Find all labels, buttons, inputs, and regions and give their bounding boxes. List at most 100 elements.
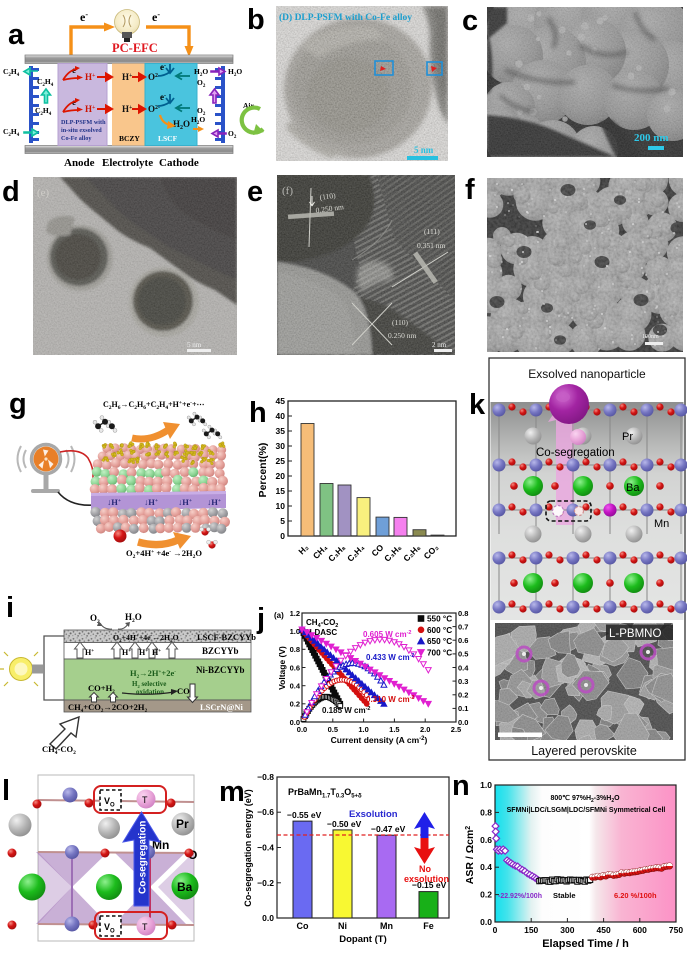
svg-text:c: c — [462, 5, 478, 37]
svg-text:650 °C: 650 °C — [427, 637, 452, 646]
svg-text:−0.6: −0.6 — [257, 807, 274, 817]
svg-text:Percent(%): Percent(%) — [257, 443, 269, 498]
svg-text:2.5: 2.5 — [451, 725, 461, 734]
svg-text:1.2: 1.2 — [290, 609, 300, 618]
svg-text:0.6: 0.6 — [290, 663, 300, 672]
svg-text:−0.2: −0.2 — [257, 878, 274, 888]
svg-text:450: 450 — [597, 925, 611, 935]
svg-text:(e): (e) — [37, 187, 50, 199]
svg-text:600: 600 — [633, 925, 647, 935]
svg-text:Fe: Fe — [423, 921, 434, 931]
svg-text:0.5: 0.5 — [458, 650, 468, 659]
svg-text:Anode: Anode — [64, 157, 95, 169]
svg-text:40: 40 — [276, 411, 286, 421]
svg-text:0.250 nm: 0.250 nm — [388, 331, 417, 340]
svg-text:1.0: 1.0 — [358, 725, 368, 734]
svg-text:20: 20 — [276, 471, 286, 481]
svg-text:(D) DLP-PSFM with Co-Fe alloy: (D) DLP-PSFM with Co-Fe alloy — [279, 12, 412, 23]
svg-text:200 nm: 200 nm — [634, 132, 669, 144]
svg-text:ASR / Ωcm2: ASR / Ωcm2 — [464, 826, 476, 885]
svg-text:−0.4: −0.4 — [257, 843, 274, 853]
svg-text:0.4: 0.4 — [458, 663, 469, 672]
svg-text:Ba: Ba — [177, 880, 193, 894]
svg-text:0.351 nm: 0.351 nm — [417, 241, 446, 250]
svg-text:0.8: 0.8 — [480, 807, 492, 817]
svg-text:35: 35 — [276, 426, 286, 436]
svg-text:−0.55 eV: −0.55 eV — [287, 810, 322, 820]
svg-text:L-PBMNO: L-PBMNO — [609, 628, 661, 640]
svg-text:10: 10 — [276, 501, 286, 511]
svg-text:0.3: 0.3 — [458, 677, 468, 686]
svg-text:700 °C: 700 °C — [427, 648, 452, 657]
svg-text:Electrolyte: Electrolyte — [102, 157, 153, 169]
svg-text:(a): (a) — [274, 611, 284, 620]
svg-text:T: T — [142, 922, 148, 932]
svg-text:Elapsed Time / h: Elapsed Time / h — [542, 938, 629, 950]
svg-text:Exsolved nanoparticle: Exsolved nanoparticle — [528, 367, 646, 381]
svg-text:LSCF: LSCF — [158, 134, 178, 143]
svg-text:k: k — [469, 389, 486, 421]
svg-text:BCZY: BCZY — [119, 134, 140, 143]
svg-text:e: e — [247, 176, 263, 208]
svg-text:d: d — [2, 176, 20, 208]
svg-text:0.1: 0.1 — [458, 704, 468, 713]
svg-text:Voltage (V): Voltage (V) — [277, 646, 287, 690]
svg-text:5 nm: 5 nm — [187, 341, 202, 349]
svg-text:150: 150 — [524, 925, 538, 935]
svg-text:i: i — [6, 592, 14, 624]
svg-text:0.605 W cm-2: 0.605 W cm-2 — [363, 630, 411, 639]
svg-text:0.7: 0.7 — [458, 622, 468, 631]
svg-text:Co-Fe alloy: Co-Fe alloy — [61, 135, 92, 142]
svg-text:0.0: 0.0 — [480, 917, 492, 927]
svg-text:Co: Co — [297, 921, 309, 931]
svg-text:BZCYYb: BZCYYb — [202, 646, 239, 656]
svg-text:0.4: 0.4 — [290, 682, 301, 691]
svg-text:6.20 %/100h: 6.20 %/100h — [614, 891, 657, 900]
svg-text:1.0: 1.0 — [480, 780, 492, 790]
svg-text:b: b — [247, 4, 265, 36]
svg-text:Pr: Pr — [622, 431, 633, 443]
svg-text:Mn: Mn — [380, 921, 393, 931]
svg-text:(110): (110) — [392, 318, 408, 327]
svg-text:0.310 W cm-2: 0.310 W cm-2 — [366, 695, 414, 704]
svg-text:600 °C: 600 °C — [427, 626, 452, 635]
svg-text:0: 0 — [280, 531, 285, 541]
svg-text:exsolution: exsolution — [404, 874, 449, 884]
svg-text:Ba: Ba — [626, 482, 640, 494]
svg-text:Pr: Pr — [176, 817, 189, 831]
svg-text:0.2: 0.2 — [290, 700, 300, 709]
svg-text:CO: CO — [177, 686, 190, 696]
svg-text:h: h — [249, 397, 267, 429]
svg-text:(f): (f) — [282, 185, 293, 197]
svg-text:0.8: 0.8 — [290, 645, 300, 654]
svg-text:Co-segregation: Co-segregation — [536, 447, 615, 459]
svg-text:0.8: 0.8 — [458, 609, 468, 618]
svg-text:No: No — [419, 864, 431, 874]
svg-text:5: 5 — [280, 516, 285, 526]
svg-text:300: 300 — [560, 925, 574, 935]
svg-text:g: g — [9, 388, 27, 420]
svg-text:0.6: 0.6 — [480, 835, 492, 845]
svg-text:0.2: 0.2 — [480, 890, 492, 900]
svg-text:DLP-PSFM with: DLP-PSFM with — [61, 119, 106, 126]
svg-text:Ni: Ni — [338, 921, 347, 931]
svg-text:−0.47 eV: −0.47 eV — [371, 824, 406, 834]
svg-text:30: 30 — [276, 441, 286, 451]
svg-text:0.5: 0.5 — [328, 725, 338, 734]
svg-text:j: j — [256, 603, 265, 635]
svg-text:SFMNi|LDC/LSGM|LDC/SFMNi Symme: SFMNi|LDC/LSGM|LDC/SFMNi Symmetrical Cel… — [507, 807, 666, 814]
svg-text:15: 15 — [276, 486, 286, 496]
svg-text:0.0: 0.0 — [297, 725, 307, 734]
svg-text:T: T — [142, 795, 148, 805]
svg-text:LSCrN@Ni: LSCrN@Ni — [200, 702, 243, 712]
svg-text:n: n — [452, 770, 470, 802]
svg-text:45: 45 — [276, 396, 286, 406]
svg-text:Stable: Stable — [553, 891, 576, 900]
svg-text:Ni-BZCYYb: Ni-BZCYYb — [196, 665, 245, 675]
svg-text:0.185 W cm-2: 0.185 W cm-2 — [322, 706, 370, 715]
svg-text:0.4: 0.4 — [480, 862, 492, 872]
svg-text:2 nm: 2 nm — [432, 341, 447, 349]
svg-text:(111): (111) — [424, 227, 440, 236]
svg-text:1.0: 1.0 — [290, 627, 300, 636]
svg-text:−0.8: −0.8 — [257, 772, 274, 782]
